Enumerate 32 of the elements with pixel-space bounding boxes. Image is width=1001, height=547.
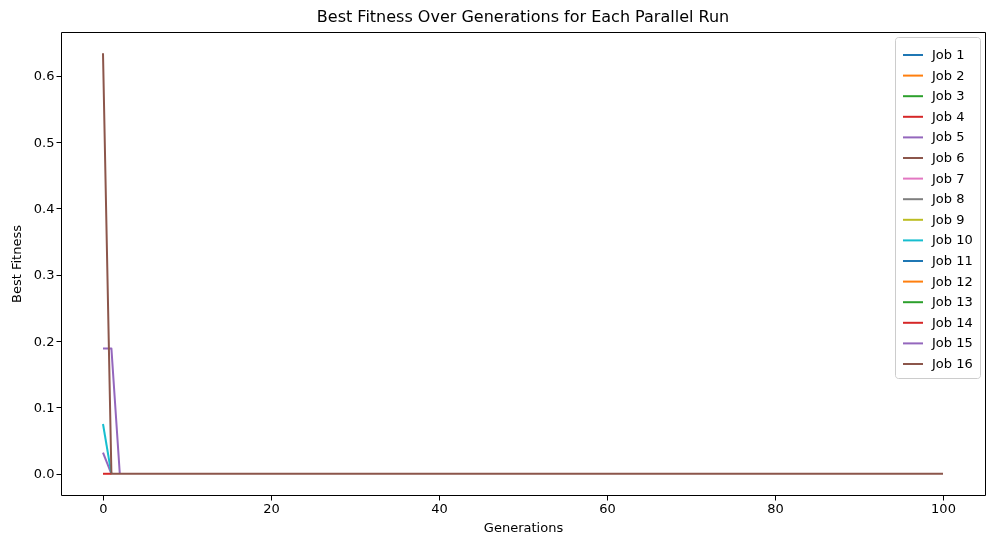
legend-label: Job 5	[931, 129, 965, 145]
x-tick-label: 0	[99, 500, 108, 516]
y-tick-label: 0.4	[33, 200, 55, 216]
y-tick-label: 0.5	[33, 134, 55, 150]
y-axis-title: Best Fitness	[8, 224, 24, 303]
legend-label: Job 6	[931, 150, 965, 165]
x-tick-label: 40	[431, 500, 448, 516]
legend-label: Job 3	[931, 88, 965, 104]
legend-label: Job 4	[931, 108, 965, 124]
legend-label: Job 1	[931, 47, 965, 62]
y-tick-label: 0.6	[33, 68, 55, 84]
chart-title: Best Fitness Over Generations for Each Parallel Run	[316, 7, 730, 26]
legend-label: Job 10	[931, 232, 973, 248]
legend-label: Job 2	[931, 67, 965, 83]
y-tick-label: 0.1	[33, 399, 55, 415]
y-tick-label: 0.3	[33, 267, 55, 283]
legend-label: Job 16	[931, 356, 973, 371]
legend-label: Job 11	[931, 253, 973, 268]
legend-label: Job 9	[931, 211, 965, 227]
legend-label: Job 7	[931, 170, 965, 186]
x-tick-label: 100	[931, 500, 956, 516]
x-tick-label: 20	[263, 500, 280, 516]
y-tick-label: 0.2	[33, 333, 55, 349]
legend-label: Job 14	[931, 314, 973, 330]
legend-label: Job 15	[931, 335, 973, 351]
legend-label: Job 8	[931, 191, 965, 207]
x-tick-label: 80	[767, 500, 784, 516]
x-axis-title: Generations	[483, 519, 564, 535]
y-tick-label: 0.0	[33, 466, 55, 482]
x-tick-label: 60	[599, 500, 616, 516]
legend-label: Job 12	[931, 273, 973, 289]
legend-label: Job 13	[931, 294, 973, 310]
